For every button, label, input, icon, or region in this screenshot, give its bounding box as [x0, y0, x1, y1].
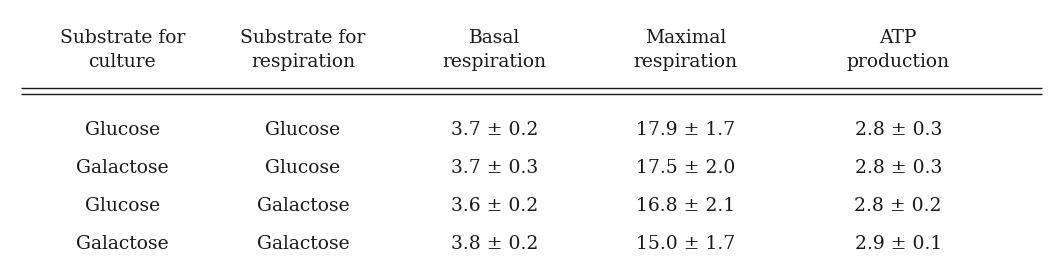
Text: Galactose: Galactose — [75, 159, 169, 177]
Text: 2.8 ± 0.3: 2.8 ± 0.3 — [855, 121, 942, 139]
Text: 3.7 ± 0.3: 3.7 ± 0.3 — [451, 159, 538, 177]
Text: Basal
respiration: Basal respiration — [442, 29, 546, 71]
Text: 16.8 ± 2.1: 16.8 ± 2.1 — [636, 197, 736, 215]
Text: 3.7 ± 0.2: 3.7 ± 0.2 — [451, 121, 538, 139]
Text: Glucose: Glucose — [85, 197, 159, 215]
Text: 2.8 ± 0.2: 2.8 ± 0.2 — [855, 197, 942, 215]
Text: 17.9 ± 1.7: 17.9 ± 1.7 — [636, 121, 736, 139]
Text: Glucose: Glucose — [266, 159, 340, 177]
Text: 3.8 ± 0.2: 3.8 ± 0.2 — [451, 235, 538, 253]
Text: Glucose: Glucose — [266, 121, 340, 139]
Text: 3.6 ± 0.2: 3.6 ± 0.2 — [451, 197, 538, 215]
Text: Galactose: Galactose — [75, 235, 169, 253]
Text: 15.0 ± 1.7: 15.0 ± 1.7 — [636, 235, 736, 253]
Text: 2.9 ± 0.1: 2.9 ± 0.1 — [855, 235, 942, 253]
Text: Maximal
respiration: Maximal respiration — [634, 29, 738, 71]
Text: 2.8 ± 0.3: 2.8 ± 0.3 — [855, 159, 942, 177]
Text: Substrate for
culture: Substrate for culture — [60, 29, 185, 71]
Text: Glucose: Glucose — [85, 121, 159, 139]
Text: Galactose: Galactose — [256, 197, 350, 215]
Text: ATP
production: ATP production — [846, 29, 950, 71]
Text: Galactose: Galactose — [256, 235, 350, 253]
Text: 17.5 ± 2.0: 17.5 ± 2.0 — [636, 159, 736, 177]
Text: Substrate for
respiration: Substrate for respiration — [240, 29, 366, 71]
